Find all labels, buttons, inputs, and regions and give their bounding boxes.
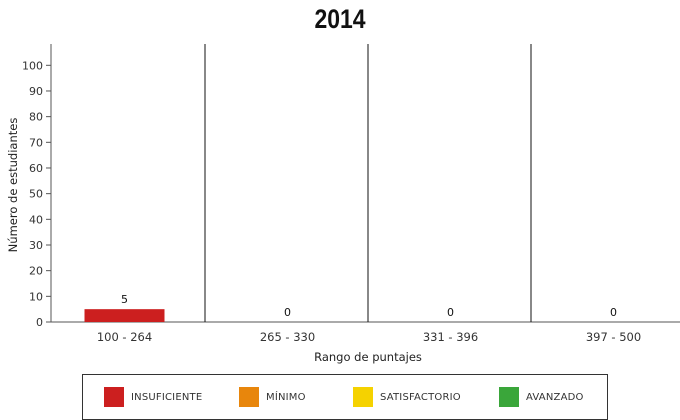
- y-axis-title: Número de estudiantes: [6, 118, 20, 253]
- legend-item-avanzado: AVANZADO: [499, 387, 584, 407]
- y-tick-label: 50: [29, 188, 43, 201]
- y-tick-label: 40: [29, 213, 43, 226]
- legend-label: AVANZADO: [526, 391, 584, 403]
- legend-label: MÍNIMO: [266, 391, 306, 403]
- legend-item-satisfactorio: SATISFACTORIO: [353, 387, 461, 407]
- data-label: 5: [121, 293, 128, 306]
- bar-chart: 0 10 20 30 40 50 60 70 80 90 100 5 100 - 264 0 265 - 3…: [6, 44, 680, 364]
- chart-title: 2014: [314, 4, 366, 34]
- data-label: 0: [610, 306, 617, 319]
- y-tick-label: 30: [29, 239, 43, 252]
- y-tick-label: 20: [29, 265, 43, 278]
- data-label: 0: [284, 306, 291, 319]
- y-tick-label: 80: [29, 111, 43, 124]
- legend-swatch-satisfactorio: [353, 387, 373, 407]
- y-tick-label: 0: [36, 316, 43, 329]
- legend-swatch-avanzado: [499, 387, 519, 407]
- legend-item-insuficiente: INSUFICIENTE: [104, 387, 202, 407]
- y-tick-label: 70: [29, 136, 43, 149]
- plot-area: 0 10 20 30 40 50 60 70 80 90 100 5 100 - 264 0 265 - 3…: [22, 44, 680, 344]
- x-category-label: 100 - 264: [97, 330, 152, 344]
- legend-swatch-insuficiente: [104, 387, 124, 407]
- y-tick-label: 100: [22, 59, 43, 72]
- legend-item-minimo: MÍNIMO: [239, 387, 306, 407]
- x-category-label: 265 - 330: [260, 330, 315, 344]
- legend-label: SATISFACTORIO: [380, 391, 461, 403]
- legend: INSUFICIENTE MÍNIMO SATISFACTORIO AVANZA…: [82, 374, 608, 420]
- data-label: 0: [447, 306, 454, 319]
- legend-swatch-minimo: [239, 387, 259, 407]
- legend-label: INSUFICIENTE: [131, 391, 203, 403]
- y-tick-label: 90: [29, 85, 43, 98]
- x-axis-title: Rango de puntajes: [314, 350, 422, 364]
- bar-100-264: [84, 309, 165, 322]
- y-tick-label: 10: [29, 290, 43, 303]
- x-category-label: 397 - 500: [586, 330, 641, 344]
- y-tick-label: 60: [29, 162, 43, 175]
- x-category-label: 331 - 396: [423, 330, 478, 344]
